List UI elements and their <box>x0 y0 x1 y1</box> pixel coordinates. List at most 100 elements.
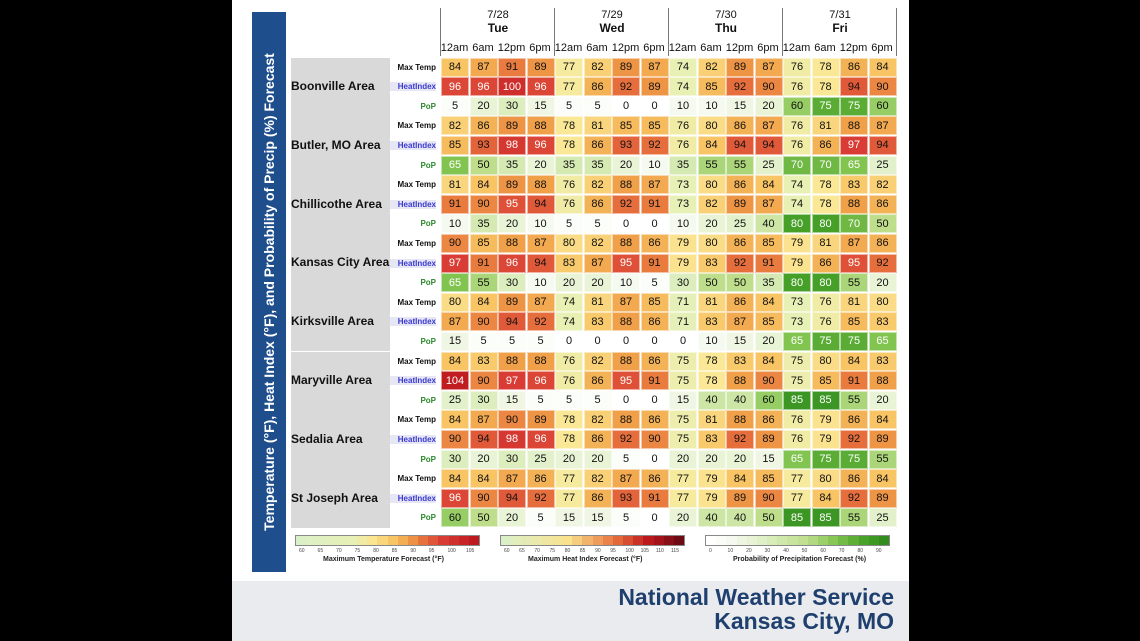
forecast-cell: 88 <box>868 371 897 391</box>
hour-label: 12pm <box>497 42 526 54</box>
forecast-cell: 76 <box>811 312 840 332</box>
forecast-cell: 75 <box>811 96 840 116</box>
metric-label: HeatIndex <box>390 140 436 150</box>
forecast-cell: 94 <box>840 77 868 97</box>
forecast-cell: 86 <box>868 233 897 253</box>
forecast-cell: 87 <box>754 57 783 77</box>
forecast-cell: 85 <box>612 116 640 136</box>
forecast-cell: 87 <box>840 233 868 253</box>
hour-label: 12am <box>668 42 697 54</box>
forecast-cell: 87 <box>498 469 526 489</box>
forecast-cell: 20 <box>498 508 526 528</box>
forecast-cell: 71 <box>669 312 697 332</box>
forecast-cell: 35 <box>669 155 697 175</box>
forecast-cell: 20 <box>754 331 783 351</box>
day-date: 7/29 <box>601 9 623 21</box>
forecast-cell: 78 <box>555 135 583 155</box>
forecast-cell: 15 <box>583 508 612 528</box>
forecast-cell: 55 <box>469 273 498 293</box>
forecast-cell: 89 <box>498 116 526 136</box>
metric-label: PoP <box>420 513 436 523</box>
forecast-cell: 85 <box>783 508 811 528</box>
forecast-cell: 90 <box>469 194 498 214</box>
day-header: 7/28 Tue <box>441 9 555 35</box>
forecast-cell: 71 <box>669 292 697 312</box>
forecast-cell: 74 <box>783 175 811 195</box>
legend-swatch <box>346 536 358 545</box>
forecast-cell: 0 <box>555 331 583 351</box>
legend-swatch <box>407 536 419 545</box>
forecast-cell: 0 <box>640 449 669 469</box>
forecast-cell: 40 <box>697 390 726 410</box>
forecast-cell: 86 <box>640 233 669 253</box>
forecast-cell: 15 <box>555 508 583 528</box>
forecast-cell: 5 <box>555 390 583 410</box>
forecast-cell: 85 <box>469 233 498 253</box>
forecast-cell: 77 <box>555 469 583 489</box>
legend-tick: 20 <box>746 548 752 554</box>
forecast-cell: 60 <box>754 390 783 410</box>
hour-label: 6am <box>586 42 608 54</box>
hour-label: 6pm <box>643 42 665 54</box>
forecast-cell: 81 <box>811 233 840 253</box>
forecast-cell: 80 <box>441 292 469 312</box>
legend-color-bar <box>295 535 480 546</box>
forecast-cell: 89 <box>498 175 526 195</box>
hour-label: 12am <box>554 42 583 54</box>
forecast-cell: 85 <box>697 77 726 97</box>
metric-label: HeatIndex <box>390 199 436 209</box>
forecast-cell: 87 <box>754 194 783 214</box>
metric-label: PoP <box>420 395 436 405</box>
forecast-cell: 84 <box>441 469 469 489</box>
forecast-cell: 87 <box>612 292 640 312</box>
forecast-cell: 88 <box>498 233 526 253</box>
hour-label: 6am <box>472 42 494 54</box>
day-divider <box>782 8 783 56</box>
forecast-cell: 75 <box>669 371 697 391</box>
forecast-cell: 82 <box>697 57 726 77</box>
legend-swatch <box>448 536 459 545</box>
legend-swatch <box>633 536 644 545</box>
forecast-cell: 86 <box>583 135 612 155</box>
side-title-bar: Temperature (°F), Heat Index (°F), and P… <box>252 12 286 572</box>
forecast-cell: 20 <box>498 214 526 234</box>
day-name: Thu <box>715 21 737 35</box>
day-name: Fri <box>832 21 848 35</box>
legend-swatch <box>541 536 552 545</box>
forecast-cell: 86 <box>726 292 754 312</box>
forecast-cell: 5 <box>583 390 612 410</box>
legend-swatch <box>458 536 469 545</box>
forecast-cell: 60 <box>783 96 811 116</box>
forecast-cell: 15 <box>441 331 469 351</box>
forecast-cell: 85 <box>754 233 783 253</box>
forecast-cell: 90 <box>640 429 669 449</box>
forecast-cell: 10 <box>697 331 726 351</box>
forecast-cell: 80 <box>811 214 840 234</box>
legend-swatch <box>521 536 532 545</box>
forecast-cell: 87 <box>441 312 469 332</box>
forecast-cell: 20 <box>555 449 583 469</box>
metric-label: PoP <box>420 101 436 111</box>
forecast-cell: 76 <box>555 194 583 214</box>
legend-swatch <box>296 536 307 545</box>
legend-swatch <box>582 536 593 545</box>
hour-label: 12am <box>782 42 811 54</box>
forecast-cell: 104 <box>441 371 469 391</box>
legend-tick: 40 <box>783 548 789 554</box>
day-name: Wed <box>599 21 625 35</box>
legend-swatch <box>767 536 778 545</box>
legend-swatch <box>387 536 398 545</box>
forecast-cell: 87 <box>612 469 640 489</box>
forecast-cell: 88 <box>612 351 640 371</box>
forecast-cell: 86 <box>526 469 555 489</box>
forecast-cell: 87 <box>868 116 897 136</box>
forecast-cell: 93 <box>469 135 498 155</box>
legend-tick: 95 <box>428 548 435 554</box>
forecast-cell: 83 <box>697 253 726 273</box>
forecast-cell: 10 <box>669 214 697 234</box>
legend-tick: 0 <box>709 548 712 554</box>
forecast-cell: 77 <box>669 469 697 489</box>
forecast-cell: 0 <box>612 96 640 116</box>
forecast-cell: 70 <box>840 214 868 234</box>
hour-label: 6pm <box>871 42 893 54</box>
